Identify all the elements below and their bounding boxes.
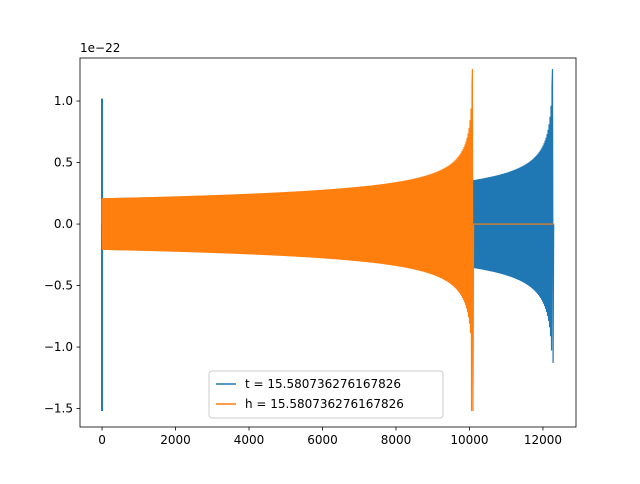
series-line-1 <box>101 69 554 412</box>
y-offset-label: 1e−22 <box>80 41 120 55</box>
series-layer <box>101 69 555 412</box>
x-tick-label: 6000 <box>307 433 338 447</box>
x-tick-label: 12000 <box>524 433 562 447</box>
x-tick-label: 8000 <box>381 433 412 447</box>
y-tick-label: 0.0 <box>54 217 73 231</box>
axes-frame <box>79 57 577 428</box>
y-tick-label: 1.0 <box>54 94 73 108</box>
y-tick-label: −0.5 <box>44 279 73 293</box>
x-tick-label: 4000 <box>234 433 265 447</box>
x-tick-label: 0 <box>98 433 106 447</box>
y-axis: −1.5 −1.0 −0.5 0.0 0.5 1.0 <box>44 94 80 416</box>
legend-box <box>208 370 444 419</box>
x-tick-label: 2000 <box>160 433 191 447</box>
legend-label-0: t = 15.580736276167826 <box>245 377 401 391</box>
legend: t = 15.580736276167826 h = 15.58073627616… <box>208 370 444 419</box>
y-tick-label: −1.5 <box>44 402 73 416</box>
y-tick-label: −1.0 <box>44 340 73 354</box>
y-tick-label: 0.5 <box>54 156 73 170</box>
x-tick-label: 10000 <box>450 433 488 447</box>
legend-label-1: h = 15.580736276167826 <box>245 397 404 411</box>
x-axis: 0 2000 4000 6000 8000 10000 12000 <box>98 427 562 447</box>
